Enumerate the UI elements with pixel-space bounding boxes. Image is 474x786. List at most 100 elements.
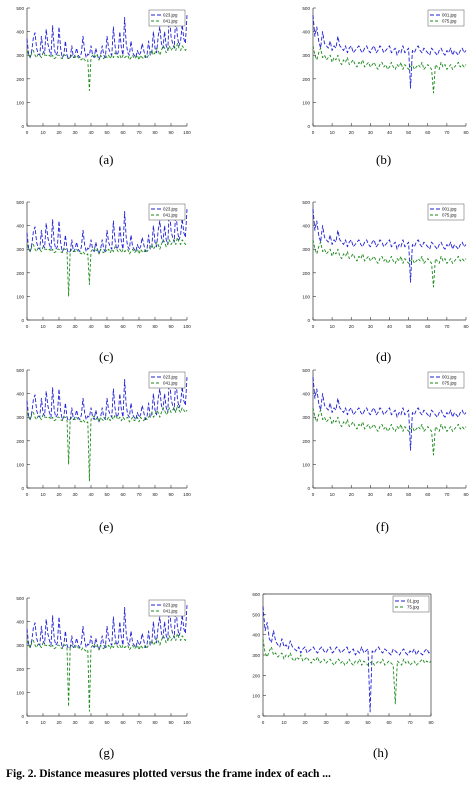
legend-entry: 041.jpg bbox=[163, 381, 178, 386]
panel-label: (d) bbox=[376, 349, 392, 364]
y-tick-label: 100 bbox=[302, 462, 310, 467]
x-tick-label: 60 bbox=[386, 720, 392, 725]
x-tick-label: 80 bbox=[152, 492, 158, 497]
legend-entry: 075.jpg bbox=[442, 213, 457, 218]
y-tick-label: 100 bbox=[302, 294, 310, 299]
y-tick-label: 400 bbox=[302, 392, 310, 397]
x-tick-label: 0 bbox=[26, 324, 29, 329]
x-tick-label: 90 bbox=[168, 492, 174, 497]
y-tick-label: 200 bbox=[252, 673, 260, 678]
x-tick-label: 80 bbox=[152, 720, 158, 725]
legend-box bbox=[148, 371, 186, 389]
series-line-2 bbox=[312, 239, 467, 288]
x-tick-label: 50 bbox=[406, 492, 412, 497]
y-tick-label: 500 bbox=[16, 200, 24, 205]
series-line-2 bbox=[26, 632, 188, 712]
panel-label: (c) bbox=[99, 349, 114, 364]
x-tick-label: 60 bbox=[425, 130, 431, 135]
y-tick-label: 300 bbox=[302, 415, 310, 420]
x-tick-label: 100 bbox=[183, 492, 191, 497]
y-tick-label: 0 bbox=[307, 124, 310, 129]
x-tick-label: 100 bbox=[183, 324, 191, 329]
x-tick-label: 40 bbox=[88, 130, 94, 135]
panel-label: (g) bbox=[99, 745, 115, 760]
x-tick-label: 30 bbox=[72, 324, 78, 329]
legend-box bbox=[427, 9, 465, 27]
y-tick-label: 400 bbox=[16, 620, 24, 625]
y-tick-label: 500 bbox=[302, 6, 310, 11]
x-tick-label: 10 bbox=[330, 492, 336, 497]
y-tick-label: 300 bbox=[16, 415, 24, 420]
y-tick-label: 400 bbox=[302, 224, 310, 229]
y-tick-label: 100 bbox=[252, 694, 260, 699]
y-tick-label: 200 bbox=[16, 439, 24, 444]
x-tick-label: 50 bbox=[406, 130, 412, 135]
x-tick-label: 60 bbox=[120, 130, 126, 135]
y-tick-label: 100 bbox=[16, 690, 24, 695]
x-tick-label: 40 bbox=[387, 492, 393, 497]
x-tick-label: 10 bbox=[330, 324, 336, 329]
y-tick-label: 0 bbox=[307, 486, 310, 491]
x-tick-label: 40 bbox=[387, 324, 393, 329]
legend-entry: 041.jpg bbox=[163, 609, 178, 614]
y-tick-label: 0 bbox=[21, 714, 24, 719]
legend-entry: 75.jpg bbox=[407, 605, 420, 610]
x-tick-label: 30 bbox=[72, 720, 78, 725]
x-tick-label: 60 bbox=[425, 492, 431, 497]
x-tick-label: 90 bbox=[168, 720, 174, 725]
series-line-1 bbox=[26, 206, 188, 255]
legend-entry: 001.jpg bbox=[442, 13, 457, 18]
x-tick-label: 100 bbox=[183, 130, 191, 135]
y-tick-label: 0 bbox=[21, 318, 24, 323]
legend-entry: 01.jpg bbox=[407, 599, 420, 604]
series-line-2 bbox=[262, 638, 432, 705]
legend-box bbox=[148, 9, 186, 27]
x-tick-label: 90 bbox=[168, 324, 174, 329]
chart-panel-3: 500 400 300 200 100 00 10 20 30 40 50 60 70 80 90 100 02… bbox=[16, 200, 191, 329]
x-tick-label: 70 bbox=[136, 720, 142, 725]
x-tick-label: 60 bbox=[425, 324, 431, 329]
x-tick-label: 20 bbox=[56, 324, 62, 329]
legend-box bbox=[148, 203, 186, 221]
panel-label: (f) bbox=[376, 519, 389, 534]
series-line-2 bbox=[312, 45, 467, 94]
y-tick-label: 300 bbox=[302, 247, 310, 252]
x-tick-label: 80 bbox=[152, 130, 158, 135]
series-line-2 bbox=[26, 236, 188, 297]
series-line-2 bbox=[26, 404, 188, 482]
y-tick-label: 100 bbox=[16, 100, 24, 105]
legend-entry: 023.jpg bbox=[163, 207, 178, 212]
y-tick-label: 0 bbox=[21, 124, 24, 129]
x-tick-label: 70 bbox=[136, 130, 142, 135]
y-tick-label: 500 bbox=[302, 368, 310, 373]
chart-panel-1: 500 400 300 200 100 00 10 20 30 40 50 60 70 80 90 100 02… bbox=[16, 6, 191, 135]
chart-panel-8: 600 500 400 300 200 100 00 10 20 30 40 50 60 70 80 01.j… bbox=[252, 592, 434, 725]
x-tick-label: 50 bbox=[104, 720, 110, 725]
x-tick-label: 100 bbox=[183, 720, 191, 725]
y-tick-label: 300 bbox=[252, 653, 260, 658]
y-tick-label: 500 bbox=[16, 6, 24, 11]
y-tick-label: 100 bbox=[16, 462, 24, 467]
y-tick-label: 300 bbox=[16, 643, 24, 648]
chart-panel-7: 500 400 300 200 100 00 10 20 30 40 50 60 70 80 90 100 02… bbox=[16, 596, 191, 725]
chart-panel-4: 500 400 300 200 100 00 10 20 30 40 50 60 70 80 001.jpg… bbox=[302, 200, 469, 329]
x-tick-label: 40 bbox=[344, 720, 350, 725]
series-line-2 bbox=[26, 42, 188, 92]
series-line-1 bbox=[262, 606, 432, 713]
x-tick-label: 50 bbox=[406, 324, 412, 329]
x-tick-label: 40 bbox=[88, 492, 94, 497]
y-tick-label: 500 bbox=[16, 368, 24, 373]
y-tick-label: 0 bbox=[257, 714, 260, 719]
legend-box bbox=[392, 595, 430, 613]
y-tick-label: 400 bbox=[16, 30, 24, 35]
x-tick-label: 10 bbox=[281, 720, 287, 725]
x-tick-label: 0 bbox=[26, 720, 29, 725]
x-tick-label: 80 bbox=[463, 130, 469, 135]
series-line-1 bbox=[26, 12, 188, 61]
